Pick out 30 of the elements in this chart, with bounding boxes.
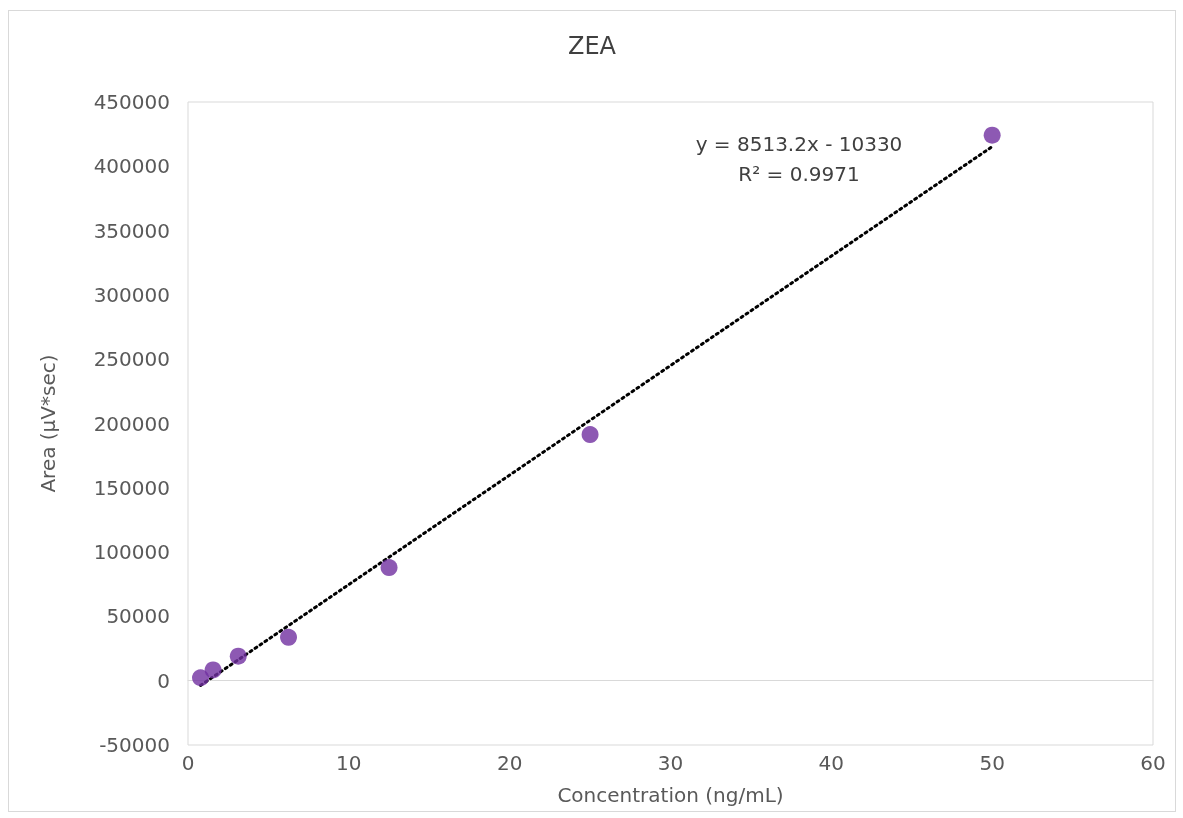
point [380,559,398,577]
y-tick-label: 250000 [93,347,170,372]
y-tick-label: 300000 [93,282,170,307]
x-tick-label: 40 [818,751,845,775]
point [280,628,298,646]
x-tick-label: 50 [979,751,1005,775]
y-tick-label: 50000 [106,604,170,629]
point [192,669,210,687]
point [581,426,599,444]
x-tick-label: 0 [181,751,195,775]
point [229,647,247,665]
annotation: y = 8513.2x - 10330 [695,132,903,156]
annotation: R² = 0.9971 [738,162,860,186]
y-tick-label: 450000 [93,90,170,114]
y-tick-label: 100000 [93,540,170,565]
y-tick-label: 200000 [93,411,170,436]
x-tick-label: 30 [657,751,684,775]
x-tick-label: 10 [336,751,362,775]
y-tick-label: 400000 [93,154,170,179]
x-tick-label: 60 [1140,751,1166,775]
point [204,661,222,679]
y-axis-title: Area (µV*sec) [36,354,60,493]
y-tick-label: 350000 [93,218,170,243]
y-tick-label: -50000 [99,733,170,757]
x-axis-title: Concentration (ng/mL) [557,783,784,807]
point [983,126,1001,144]
chart-title: ZEA [567,32,617,60]
y-tick-label: 0 [157,668,170,693]
x-tick-label: 20 [496,751,523,775]
y-tick-label: 150000 [93,475,170,500]
